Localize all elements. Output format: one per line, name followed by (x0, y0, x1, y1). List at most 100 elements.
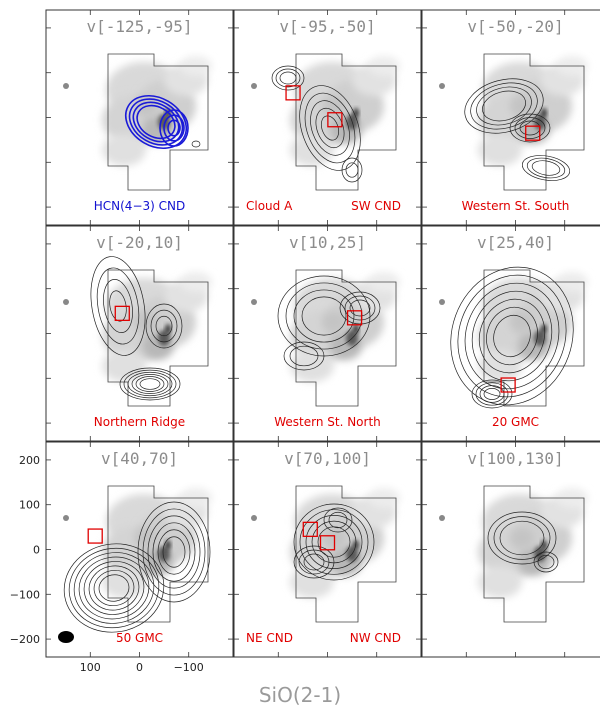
grey-emission (510, 312, 534, 332)
contour-line (533, 551, 559, 573)
contour-line (298, 549, 330, 575)
contour-line (341, 157, 363, 183)
contour-line (344, 295, 376, 321)
grey-emission (102, 350, 146, 382)
contour-line (486, 306, 538, 366)
map-panel: v[25,40] 20 GMC (421, 225, 600, 442)
map-footprint (483, 53, 585, 191)
sgr-a-core (158, 546, 170, 562)
contour-line (83, 561, 145, 615)
contour-line (293, 289, 355, 343)
contour-line (275, 68, 301, 88)
contour-line (123, 369, 177, 399)
grey-emission (478, 566, 522, 598)
region-box (319, 535, 336, 551)
sgr-a-core (165, 540, 171, 550)
map-panel: v[40,70] 50 GMC 100 0 −100 200 100 0 −100 −200 (10, 441, 234, 674)
contour-line (93, 569, 135, 607)
contour-line (157, 529, 191, 575)
panel-grid: v[-125,-95] HCN(4−3) CND v[-95,-50] Cloud A… (10, 9, 600, 674)
contour-line (147, 515, 201, 589)
contour-line (493, 314, 531, 358)
grey-emission (290, 134, 334, 166)
point-source (251, 299, 257, 305)
grey-emission (322, 312, 346, 332)
y-tick-label: 100 (19, 499, 40, 512)
contour-line (167, 119, 181, 137)
contour-line (119, 367, 181, 401)
region-box (525, 125, 541, 141)
contour-line (320, 115, 340, 141)
contour-line (135, 376, 165, 392)
grey-emission (134, 528, 158, 548)
contour-line (96, 267, 140, 345)
velocity-label: v[-125,-95] (87, 17, 193, 36)
map-panel: v[-20,10] Northern Ridge (45, 225, 234, 442)
contour-line (482, 90, 526, 122)
contour-line (471, 379, 513, 409)
contour-line (499, 520, 545, 556)
point-source (439, 299, 445, 305)
x-tick-label: −100 (174, 661, 204, 674)
map-panel: v[100,130] (421, 441, 600, 658)
contour-line (299, 509, 369, 575)
figure-title: SiO(2-1) (259, 683, 341, 707)
sgr-a-core (353, 108, 359, 118)
region-box (327, 112, 343, 128)
contour-line (289, 345, 319, 367)
contour-line (483, 388, 501, 400)
contour-line (323, 507, 353, 533)
map-panel: v[70,100] NE CND NW CND (233, 441, 422, 658)
region-label: NW CND (350, 631, 401, 645)
contour-line (279, 71, 297, 85)
map-footprint (483, 485, 585, 623)
contour-line (127, 371, 173, 397)
region-box (87, 528, 103, 544)
contour-line (88, 565, 140, 611)
contour-line (90, 256, 146, 356)
contour-line (136, 104, 176, 140)
contour-line (293, 545, 335, 579)
contour-line (487, 511, 557, 565)
sgr-a-core (541, 108, 547, 118)
contour-line (476, 86, 532, 126)
contour-line (63, 543, 165, 633)
y-tick-label: −100 (10, 588, 40, 601)
contour-line (299, 85, 361, 171)
sgr-a-core (541, 540, 547, 550)
map-panel: v[10,25] Western St. North (233, 225, 422, 442)
contour-line (103, 279, 133, 333)
contour-line (521, 155, 571, 181)
grey-emission (290, 566, 334, 598)
velocity-label: v[40,70] (101, 449, 178, 468)
region-label: HCN(4−3) CND (94, 199, 185, 213)
contour-line (191, 140, 201, 148)
grey-emission (102, 566, 146, 598)
contour-line (131, 374, 169, 394)
contour-line (478, 298, 546, 374)
region-label: Cloud A (246, 199, 293, 213)
region-label: 20 GMC (492, 415, 539, 429)
contour-line (345, 162, 359, 178)
region-box (285, 85, 301, 101)
contour-line (283, 341, 325, 371)
contour-line (305, 515, 363, 569)
region-label: NE CND (246, 631, 293, 645)
region-label: Western St. South (462, 199, 570, 213)
contour-line (150, 309, 178, 343)
velocity-label: v[70,100] (284, 449, 371, 468)
region-label: SW CND (351, 199, 401, 213)
contour-line (137, 501, 211, 603)
beam-ellipse (58, 631, 74, 643)
point-source (251, 515, 257, 521)
x-tick-label: 0 (136, 661, 143, 674)
region-label: Western St. North (274, 415, 381, 429)
contour-line (152, 522, 196, 582)
point-source (439, 515, 445, 521)
velocity-label: v[-95,-50] (279, 17, 375, 36)
contour-line (475, 382, 509, 406)
map-footprint (295, 485, 397, 623)
region-label: 50 GMC (116, 631, 163, 645)
sgr-a-core (165, 324, 171, 334)
